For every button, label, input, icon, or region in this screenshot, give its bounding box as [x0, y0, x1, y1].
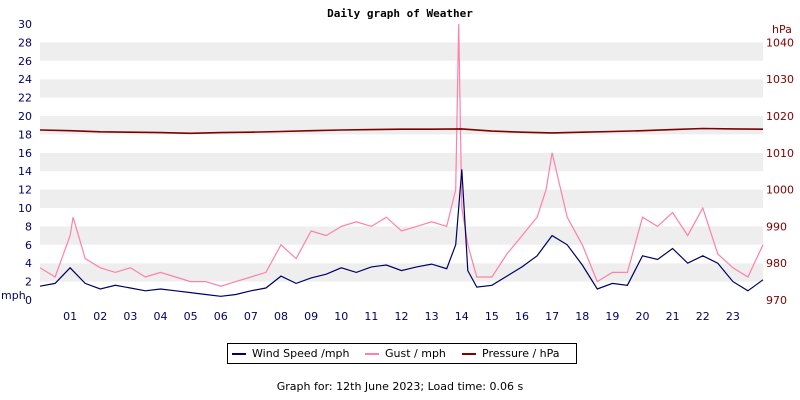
- left-axis-tick-label: 22: [18, 92, 32, 105]
- grid-band: [40, 226, 763, 245]
- x-axis-tick-label: 15: [485, 310, 499, 323]
- legend-label-wind: Wind Speed /mph: [252, 347, 350, 360]
- x-axis-tick-label: 20: [636, 310, 650, 323]
- legend-item-gust: Gust / mph: [365, 347, 446, 360]
- grid-band: [40, 116, 763, 135]
- grid-band: [40, 134, 763, 153]
- left-axis-tick-label: 4: [25, 257, 32, 270]
- grid-band: [40, 189, 763, 208]
- x-axis-tick-label: 18: [575, 310, 589, 323]
- left-axis-tick-label: 14: [18, 165, 32, 178]
- x-axis-tick-label: 13: [425, 310, 439, 323]
- gust-line: [39, 23, 764, 287]
- left-axis-tick-label: 8: [25, 220, 32, 233]
- left-axis-tick-label: 12: [18, 184, 32, 197]
- x-axis-tick-label: 11: [364, 310, 378, 323]
- left-axis-tick-label: 18: [18, 128, 32, 141]
- left-axis-tick-label: 0: [25, 294, 32, 307]
- right-axis-tick-label: 990: [766, 220, 787, 233]
- grid-band: [40, 152, 763, 172]
- left-axis-tick-label: 16: [18, 147, 32, 160]
- grid-band: [40, 60, 763, 80]
- right-axis-tick-label: 1030: [766, 73, 794, 86]
- chart-title: Daily graph of Weather: [327, 7, 473, 20]
- x-axis-tick-label: 01: [63, 310, 77, 323]
- grid-band: [40, 244, 763, 264]
- legend-item-pressure: Pressure / hPa: [462, 347, 560, 360]
- left-axis-tick-label: 2: [25, 276, 32, 289]
- legend: Wind Speed /mph Gust / mph Pressure / hP…: [227, 343, 577, 364]
- grid-band: [40, 79, 763, 98]
- x-axis-tick-label: 02: [93, 310, 107, 323]
- footer-status: Graph for: 12th June 2023; Load time: 0.…: [276, 380, 524, 393]
- x-axis-tick-label: 19: [605, 310, 619, 323]
- x-axis-tick-label: 17: [545, 310, 559, 323]
- left-axis-tick-label: 10: [18, 202, 32, 215]
- x-axis-tick-label: 07: [244, 310, 258, 323]
- grid-band: [40, 263, 763, 282]
- left-axis-unit: mph: [1, 289, 26, 302]
- right-axis-tick-label: 980: [766, 257, 787, 270]
- right-axis-tick-label: 1000: [766, 184, 794, 197]
- x-axis-tick-label: 14: [455, 310, 469, 323]
- right-axis-tick-label: 1020: [766, 110, 794, 123]
- left-axis-tick-label: 24: [18, 73, 32, 86]
- x-axis-tick-label: 05: [184, 310, 198, 323]
- left-axis-tick-label: 28: [18, 36, 32, 49]
- pressure-line: [39, 127, 764, 135]
- grid-band: [40, 42, 763, 61]
- x-axis-tick-label: 23: [726, 310, 740, 323]
- left-axis-tick-label: 26: [18, 55, 32, 68]
- legend-label-gust: Gust / mph: [385, 347, 446, 360]
- legend-swatch-wind: [232, 353, 246, 355]
- grid-band: [40, 171, 763, 190]
- right-axis-tick-label: 1040: [766, 36, 794, 49]
- right-axis-tick-label: 970: [766, 294, 787, 307]
- x-axis-tick-label: 09: [304, 310, 318, 323]
- x-axis-tick-label: 10: [334, 310, 348, 323]
- grid-band: [40, 24, 763, 43]
- x-axis-tick-label: 03: [123, 310, 137, 323]
- wind-speed-line: [39, 169, 764, 297]
- grid-band: [40, 208, 763, 227]
- x-axis-tick-label: 08: [274, 310, 288, 323]
- right-axis-unit: hPa: [772, 23, 792, 36]
- x-axis-tick-label: 16: [515, 310, 529, 323]
- x-axis-tick-label: 06: [214, 310, 228, 323]
- x-axis-tick-label: 22: [696, 310, 710, 323]
- left-axis-tick-label: 20: [18, 110, 32, 123]
- right-axis-tick-label: 1010: [766, 147, 794, 160]
- grid-band: [40, 97, 763, 116]
- left-axis-tick-label: 6: [25, 239, 32, 252]
- legend-swatch-gust: [365, 353, 379, 355]
- left-axis-tick-label: 30: [18, 18, 32, 31]
- x-axis-tick-label: 04: [154, 310, 168, 323]
- x-axis-tick-label: 21: [666, 310, 680, 323]
- x-axis-tick-label: 12: [395, 310, 409, 323]
- legend-item-wind: Wind Speed /mph: [232, 347, 350, 360]
- legend-swatch-pressure: [462, 353, 476, 355]
- legend-label-pressure: Pressure / hPa: [482, 347, 560, 360]
